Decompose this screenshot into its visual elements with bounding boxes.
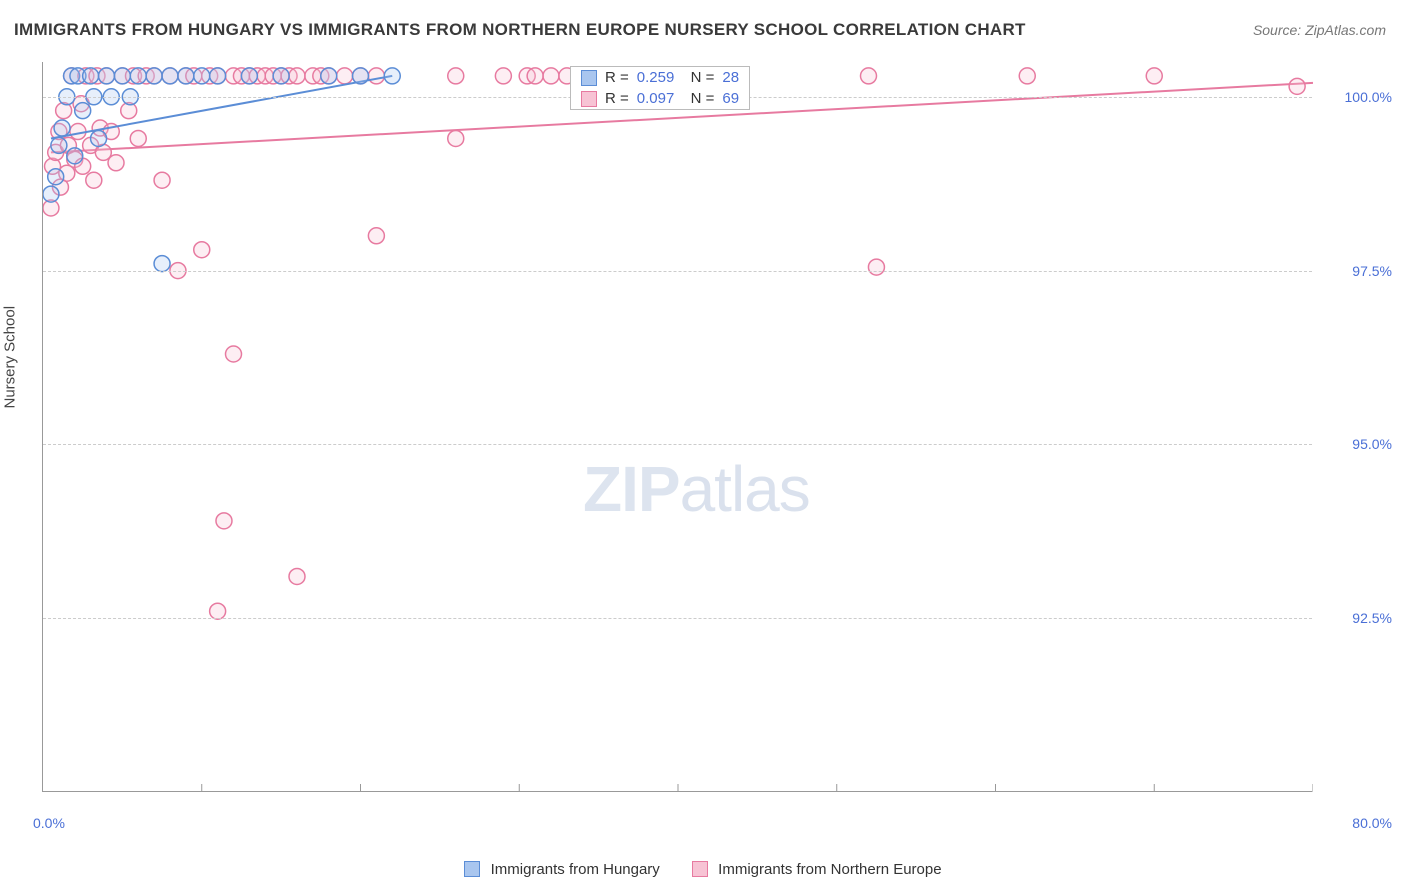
x-tick-min: 0.0%: [33, 815, 65, 831]
stat-n-value: 69: [722, 90, 739, 107]
gridline-h: [43, 271, 1312, 272]
y-tick-label: 92.5%: [1322, 610, 1392, 626]
stat-r-label: R =: [605, 69, 629, 86]
y-tick-label: 97.5%: [1322, 263, 1392, 279]
chart-container: IMMIGRANTS FROM HUNGARY VS IMMIGRANTS FR…: [0, 0, 1406, 892]
gridline-h: [43, 618, 1312, 619]
source-attribution: Source: ZipAtlas.com: [1253, 22, 1386, 38]
gridline-h: [43, 444, 1312, 445]
stat-n-label: N =: [682, 90, 714, 107]
legend-label-b: Immigrants from Northern Europe: [718, 861, 941, 878]
stat-r-label: R =: [605, 90, 629, 107]
stats-legend-box: R = 0.259 N = 28 R = 0.097 N = 69: [570, 66, 750, 110]
legend-item-a: Immigrants from Hungary: [464, 861, 659, 878]
y-tick-label: 95.0%: [1322, 436, 1392, 452]
bottom-legend: Immigrants from Hungary Immigrants from …: [0, 861, 1406, 878]
stat-swatch: [581, 91, 597, 107]
legend-swatch-b: [692, 861, 708, 877]
legend-item-b: Immigrants from Northern Europe: [692, 861, 942, 878]
stat-r-value: 0.097: [637, 90, 675, 107]
x-tick-max: 80.0%: [1352, 815, 1392, 831]
chart-svg: [43, 62, 1313, 792]
stat-row: R = 0.259 N = 28: [571, 67, 749, 88]
legend-label-a: Immigrants from Hungary: [491, 861, 660, 878]
stat-row: R = 0.097 N = 69: [571, 88, 749, 109]
stat-n-label: N =: [682, 69, 714, 86]
chart-title: IMMIGRANTS FROM HUNGARY VS IMMIGRANTS FR…: [14, 20, 1026, 40]
y-axis-label: Nursery School: [2, 306, 19, 409]
stat-r-value: 0.259: [637, 69, 675, 86]
stat-n-value: 28: [722, 69, 739, 86]
y-tick-label: 100.0%: [1322, 89, 1392, 105]
stat-swatch: [581, 70, 597, 86]
legend-swatch-a: [464, 861, 480, 877]
plot-area: ZIPatlas 0.0% 80.0% 92.5%95.0%97.5%100.0…: [42, 62, 1312, 792]
